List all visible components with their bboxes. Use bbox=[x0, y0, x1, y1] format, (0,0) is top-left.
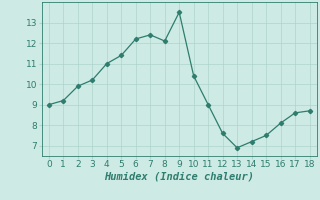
X-axis label: Humidex (Indice chaleur): Humidex (Indice chaleur) bbox=[104, 172, 254, 182]
